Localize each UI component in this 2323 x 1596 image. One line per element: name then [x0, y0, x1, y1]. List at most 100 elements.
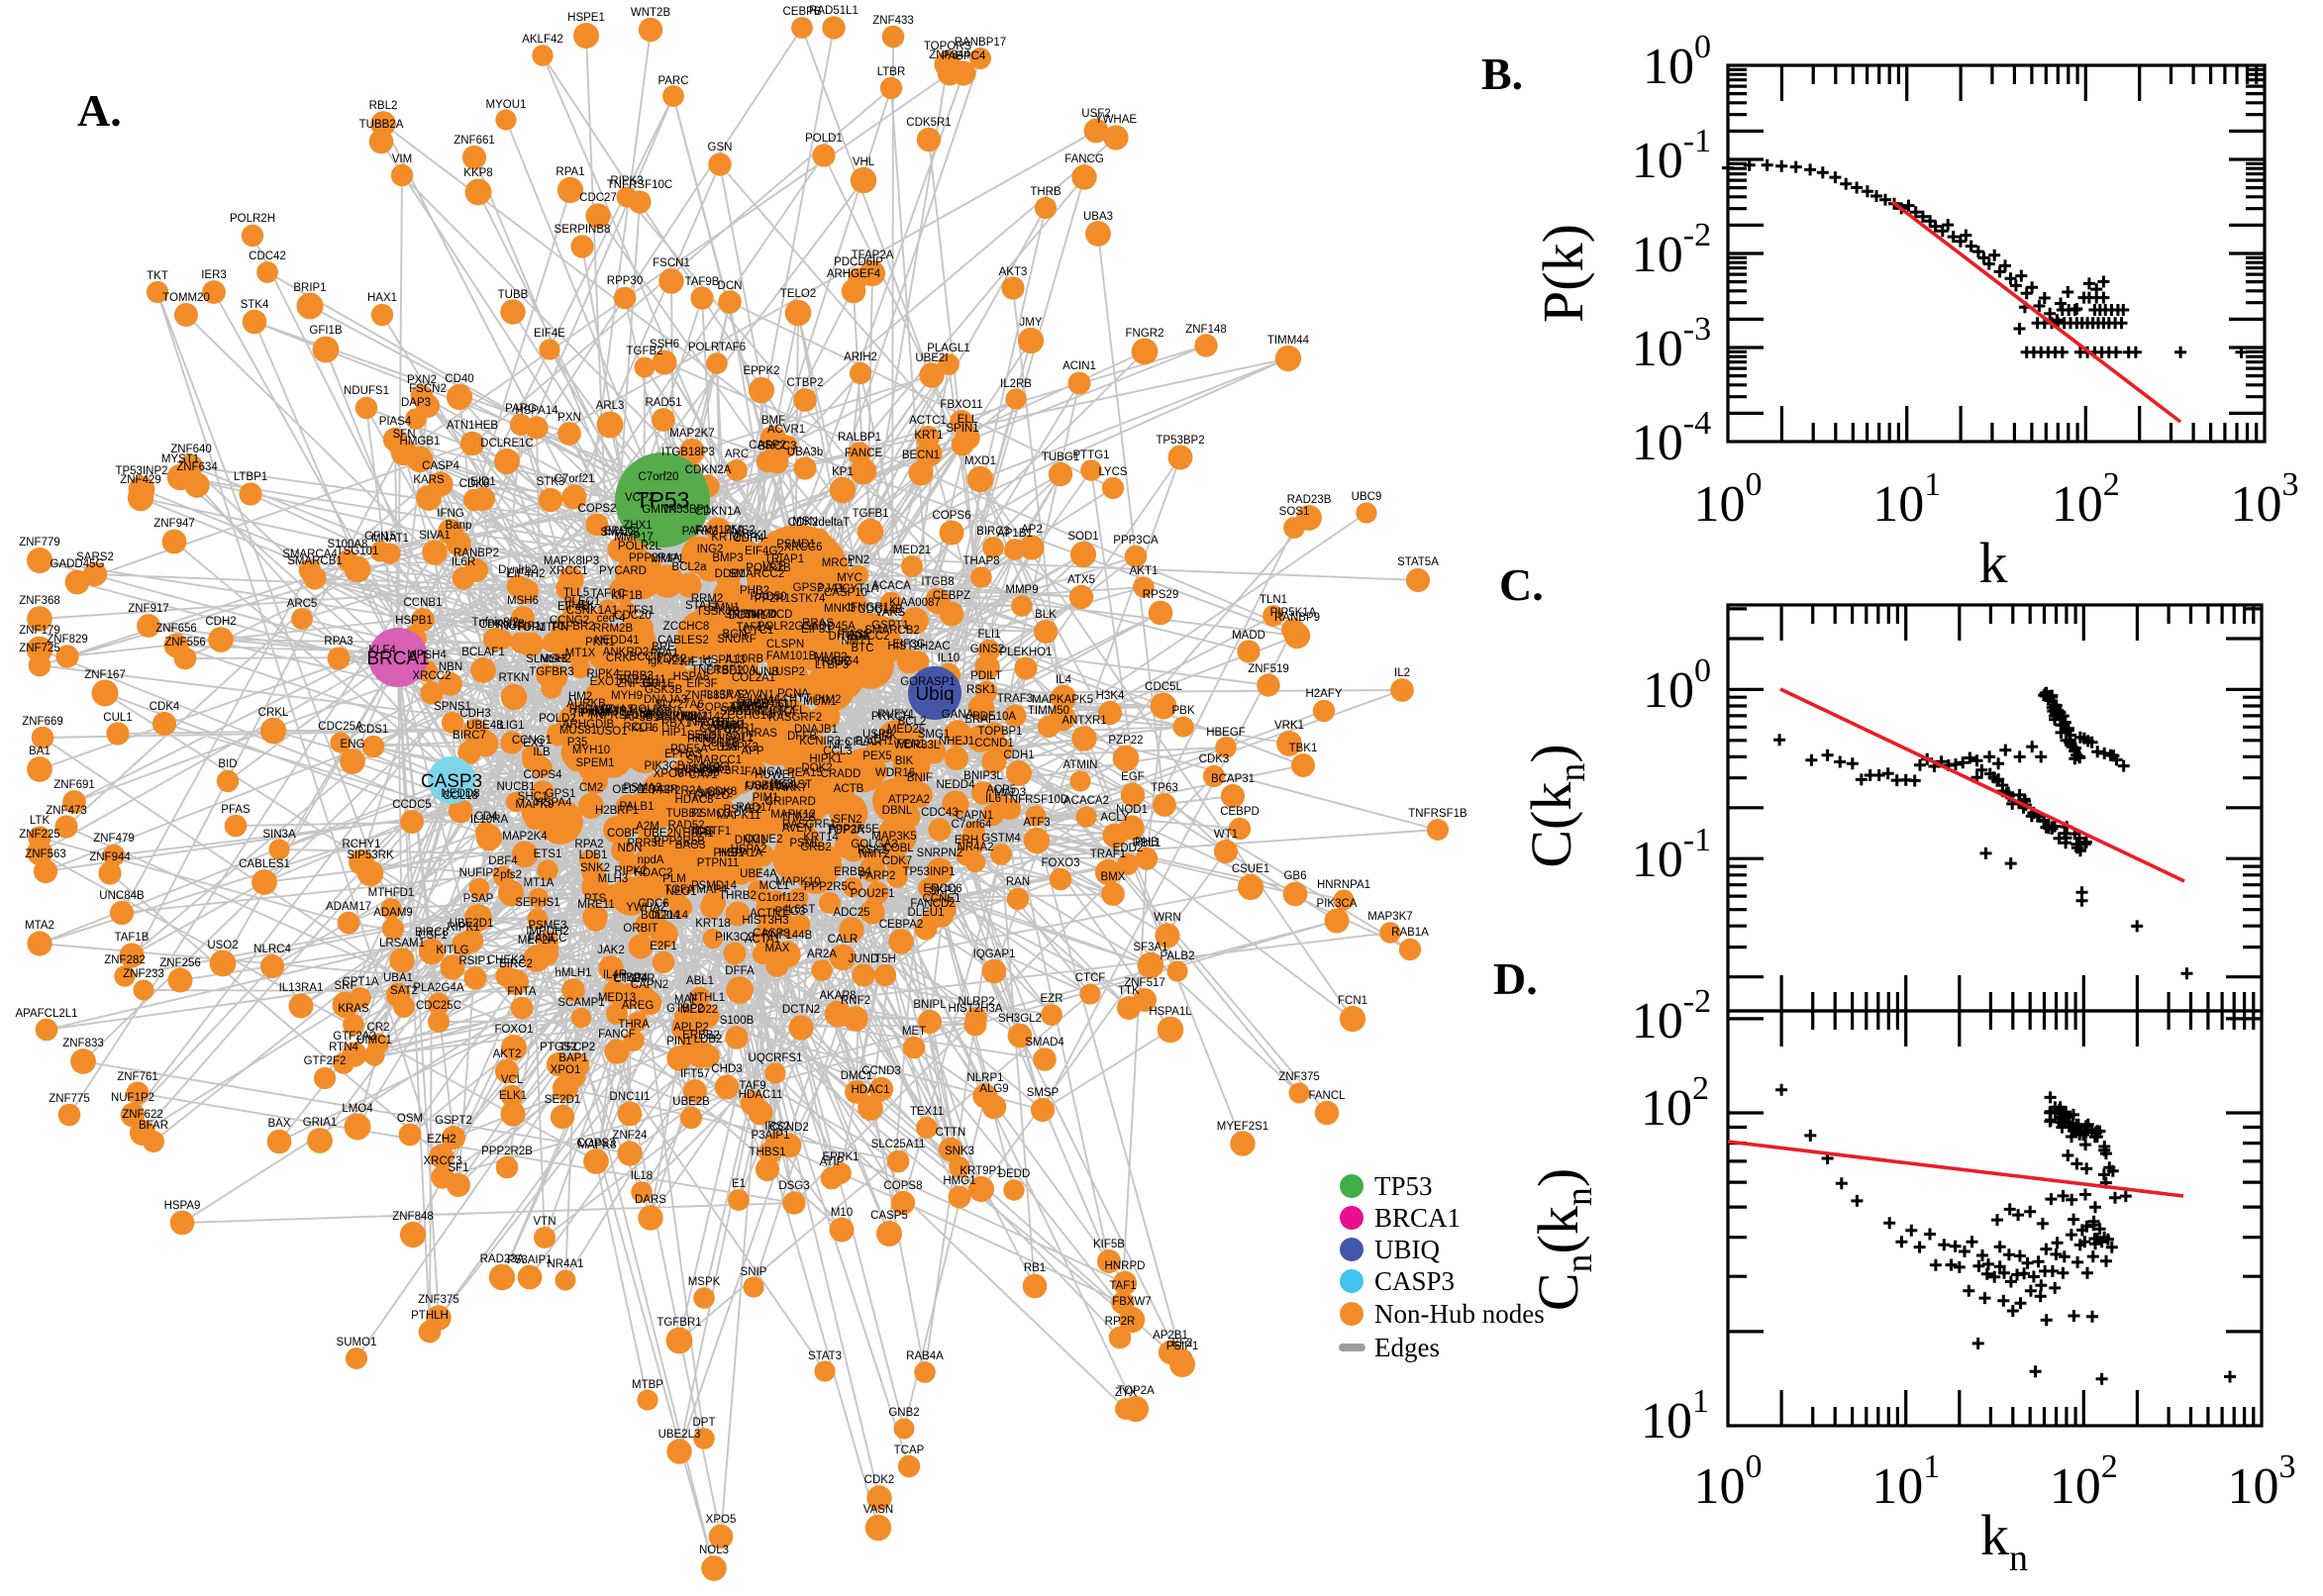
svg-text:NRAS: NRAS: [746, 728, 777, 740]
svg-text:CDKN1A: CDKN1A: [695, 506, 742, 518]
svg-text:PRIM1: PRIM1: [732, 706, 766, 718]
svg-text:EX1: EX1: [523, 738, 545, 749]
svg-text:NTHL1: NTHL1: [689, 992, 725, 1004]
svg-text:S100B: S100B: [720, 1015, 755, 1027]
svg-text:ERBB2: ERBB2: [682, 1030, 720, 1042]
svg-text:DCTN2: DCTN2: [782, 1004, 820, 1016]
svg-text:FNTA: FNTA: [507, 986, 537, 998]
svg-text:IQGAP1: IQGAP1: [973, 948, 1016, 960]
svg-text:T5H: T5H: [874, 953, 896, 965]
svg-text:SE2D1: SE2D1: [545, 1094, 580, 1106]
svg-text:CSUE1: CSUE1: [1232, 863, 1269, 875]
svg-text:ZNF179: ZNF179: [19, 625, 60, 637]
svg-text:TNFRSF10D: TNFRSF10D: [1003, 794, 1068, 806]
svg-text:SF1: SF1: [448, 1162, 468, 1174]
svg-text:COPS6: COPS6: [933, 510, 971, 522]
svg-text:UBE2I: UBE2I: [915, 352, 948, 364]
svg-text:CHD3: CHD3: [711, 1063, 742, 1075]
svg-text:MADD: MADD: [1232, 630, 1265, 642]
svg-text:MAPK8IP3: MAPK8IP3: [544, 555, 599, 567]
svg-text:PSML: PSML: [789, 838, 821, 849]
svg-text:BGN: BGN: [723, 629, 748, 641]
svg-text:NLRP2: NLRP2: [958, 996, 994, 1008]
svg-text:1: 1: [1924, 466, 1941, 503]
svg-text:PTHLH: PTHLH: [411, 1310, 449, 1322]
svg-text:ZNF433: ZNF433: [872, 15, 914, 27]
svg-text:SMN1: SMN1: [708, 602, 740, 614]
svg-text:UBE4B: UBE4B: [466, 720, 504, 732]
svg-text:POLR2G: POLR2G: [758, 621, 804, 633]
svg-text:ARHGDIA: ARHGDIA: [632, 707, 684, 719]
svg-text:WDR1: WDR1: [722, 723, 756, 735]
svg-text:SPEM1: SPEM1: [576, 757, 615, 769]
svg-text:ANXA3: ANXA3: [656, 712, 694, 724]
svg-text:UBA3b: UBA3b: [787, 447, 823, 458]
svg-text:PYCARD: PYCARD: [599, 565, 647, 577]
svg-text:RAB4A: RAB4A: [906, 1350, 944, 1362]
svg-text:CYC1: CYC1: [744, 625, 774, 637]
svg-text:PIM1: PIM1: [753, 792, 779, 804]
svg-text:MT1X: MT1X: [565, 648, 596, 659]
svg-text:NHEJ1: NHEJ1: [939, 736, 974, 748]
svg-text:GSN: GSN: [708, 142, 733, 153]
svg-text:MAP3K7: MAP3K7: [1367, 911, 1412, 923]
svg-text:ABL1: ABL1: [686, 975, 714, 987]
svg-text:SNK2: SNK2: [580, 862, 610, 874]
svg-text:THAP8: THAP8: [962, 555, 999, 567]
svg-text:MSN: MSN: [792, 516, 818, 528]
svg-text:Banp: Banp: [446, 520, 472, 532]
svg-text:RANBP2: RANBP2: [454, 548, 499, 559]
svg-text:SMARCA4: SMARCA4: [282, 549, 338, 560]
svg-text:CABLES1: CABLES1: [239, 858, 290, 870]
svg-text:FBXW7: FBXW7: [1112, 1296, 1152, 1308]
svg-text:DEDD: DEDD: [998, 1168, 1031, 1180]
svg-text:AKLF42: AKLF42: [522, 34, 563, 46]
svg-text:PSIP1: PSIP1: [1166, 1341, 1199, 1352]
svg-text:HDAC1: HDAC1: [852, 1084, 890, 1096]
svg-text:HCLS1: HCLS1: [694, 717, 731, 729]
svg-text:MYC: MYC: [837, 572, 862, 584]
svg-text:PLEC1: PLEC1: [564, 596, 600, 608]
svg-text:TFAP2A: TFAP2A: [852, 249, 894, 261]
svg-text:HTT: HTT: [789, 693, 811, 705]
svg-text:E1: E1: [732, 1178, 746, 1190]
svg-text:MPSH4: MPSH4: [407, 649, 447, 661]
svg-text:CDK7: CDK7: [882, 855, 913, 867]
svg-text:BIRC2: BIRC2: [499, 958, 533, 970]
svg-text:BRIP1: BRIP1: [293, 282, 326, 294]
svg-text:PALB2: PALB2: [1161, 950, 1195, 962]
svg-text:Dynlrb2: Dynlrb2: [498, 564, 538, 576]
svg-text:HDAC11: HDAC11: [739, 1089, 783, 1101]
svg-text:ZYX: ZYX: [1115, 1387, 1138, 1399]
svg-text:POLR2H: POLR2H: [230, 213, 275, 225]
svg-text:CD4: CD4: [474, 811, 498, 823]
svg-text:PSME2: PSME2: [724, 804, 762, 816]
svg-text:HBEGF: HBEGF: [1206, 727, 1246, 739]
svg-text:KRAS: KRAS: [338, 1003, 369, 1015]
svg-text:COPS2: COPS2: [578, 503, 617, 515]
svg-text:SNRNP70: SNRNP70: [724, 609, 776, 621]
svg-text:DAP3: DAP3: [401, 397, 431, 409]
svg-text:USO1: USO1: [596, 726, 627, 738]
svg-text:SMSP: SMSP: [1027, 1087, 1060, 1099]
svg-text:ZNF761: ZNF761: [117, 1071, 158, 1083]
svg-text:CRKL: CRKL: [258, 707, 289, 719]
svg-text:3: 3: [2279, 1448, 2296, 1485]
svg-text:BACH1: BACH1: [856, 736, 893, 748]
svg-text:DNAJA1: DNAJA1: [685, 764, 729, 776]
svg-text:PLAGL1: PLAGL1: [927, 343, 969, 354]
svg-text:UBE4A: UBE4A: [740, 868, 777, 880]
svg-text:HSPA13: HSPA13: [702, 654, 745, 666]
svg-text:A.: A.: [77, 85, 122, 136]
svg-text:ZNF350: ZNF350: [617, 678, 658, 690]
svg-text:KLF6: KLF6: [631, 723, 658, 735]
svg-text:ZNF848: ZNF848: [392, 1211, 434, 1223]
svg-text:HNRPD: HNRPD: [1105, 1260, 1146, 1272]
svg-text:RAD50: RAD50: [750, 591, 786, 603]
svg-text:BCLAF1: BCLAF1: [461, 647, 504, 658]
svg-text:HRK: HRK: [873, 731, 898, 743]
svg-text:LIG1: LIG1: [500, 720, 525, 732]
svg-text:RIPK4: RIPK4: [586, 668, 620, 680]
svg-text:ELK1: ELK1: [499, 1090, 527, 1102]
svg-text:HIST2H3A: HIST2H3A: [949, 1003, 1003, 1015]
